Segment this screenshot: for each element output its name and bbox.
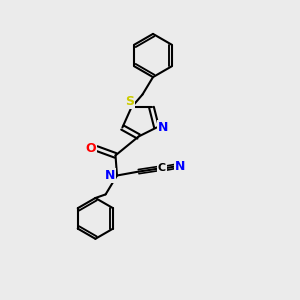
Text: N: N bbox=[175, 160, 185, 173]
Text: N: N bbox=[105, 169, 116, 182]
Text: S: S bbox=[125, 95, 134, 108]
Text: C: C bbox=[158, 163, 166, 173]
Text: N: N bbox=[158, 121, 168, 134]
Text: O: O bbox=[85, 142, 96, 155]
